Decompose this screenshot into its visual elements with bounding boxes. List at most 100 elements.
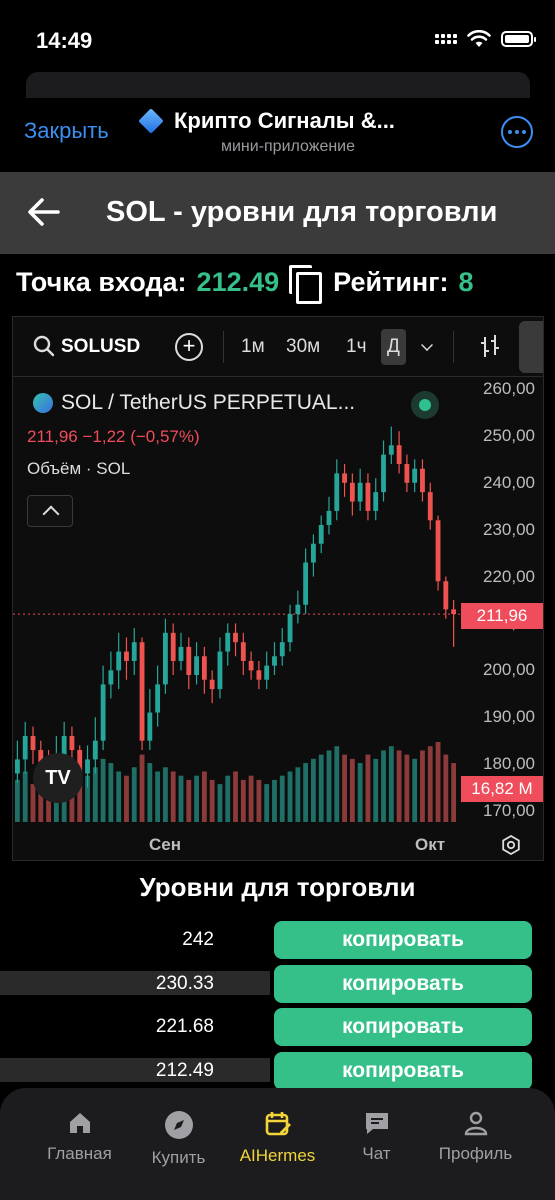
chart-widget[interactable]: SOLUSD + 1м 30м 1ч Д SOL / TetherUS PERP… bbox=[12, 316, 544, 861]
candle-body bbox=[155, 684, 161, 713]
compare-plus-button[interactable]: + bbox=[175, 333, 203, 361]
copy-icon[interactable] bbox=[289, 265, 323, 304]
copy-level-button[interactable]: копировать bbox=[274, 1052, 532, 1090]
chart-settings-icon[interactable] bbox=[501, 835, 521, 855]
close-button[interactable]: Закрыть bbox=[24, 118, 109, 143]
status-time: 14:49 bbox=[36, 28, 93, 53]
volume-bar bbox=[201, 771, 207, 822]
candle-body bbox=[248, 660, 254, 671]
bar-style-icon[interactable] bbox=[479, 333, 501, 361]
battery-icon bbox=[501, 31, 536, 47]
volume-bar bbox=[209, 779, 215, 822]
candle-body bbox=[225, 632, 231, 652]
volume-bar bbox=[256, 779, 262, 822]
chart-toolbar: SOLUSD + 1м 30м 1ч Д bbox=[13, 317, 543, 377]
page-header: SOL - уровни для торговли bbox=[0, 172, 555, 254]
tab-profile[interactable]: Профиль bbox=[420, 1110, 531, 1164]
candle-body bbox=[365, 482, 371, 511]
chevron-down-icon[interactable] bbox=[421, 339, 433, 351]
volume-bar bbox=[342, 754, 347, 822]
back-arrow-icon[interactable] bbox=[26, 194, 62, 230]
more-options-button[interactable] bbox=[501, 116, 533, 148]
tab-buy-label: Купить bbox=[151, 1148, 206, 1167]
volume-bar bbox=[318, 754, 324, 822]
candle-body bbox=[170, 632, 176, 661]
compass-icon bbox=[164, 1111, 193, 1139]
volume-bar bbox=[147, 763, 153, 822]
volume-bar bbox=[116, 771, 122, 822]
entry-value: 212.49 bbox=[196, 266, 280, 297]
toolbar-divider bbox=[453, 331, 454, 363]
collapse-legend-button[interactable] bbox=[27, 495, 73, 527]
volume-bar bbox=[420, 750, 425, 822]
entry-label: Точка входа: bbox=[16, 266, 187, 297]
candle-body bbox=[295, 604, 301, 615]
candle-body bbox=[92, 740, 98, 760]
candle-body bbox=[124, 651, 129, 661]
volume-bar bbox=[233, 771, 238, 822]
interval-1h[interactable]: 1ч bbox=[346, 336, 367, 357]
bottom-tab-bar: Главная Купить AIHermes Чат Профиль bbox=[0, 1088, 555, 1200]
y-tick-label: 180,00 bbox=[483, 754, 535, 774]
copy-level-button[interactable]: копировать bbox=[274, 921, 532, 959]
candle-body bbox=[404, 464, 410, 483]
volume-bar bbox=[22, 771, 28, 822]
mini-app-title: Крипто Сигналы &... bbox=[138, 108, 438, 134]
y-tick-label: 230,00 bbox=[483, 519, 535, 539]
volume-bar bbox=[295, 767, 301, 822]
status-icons bbox=[435, 30, 536, 48]
interval-day[interactable]: Д bbox=[381, 329, 406, 365]
copy-level-button[interactable]: копировать bbox=[274, 965, 532, 1003]
current-price-tag: 211,96 bbox=[461, 603, 543, 629]
candle-body bbox=[396, 445, 402, 465]
candle-body bbox=[303, 562, 309, 605]
copy-level-button[interactable]: копировать bbox=[274, 1008, 532, 1046]
volume-bar bbox=[30, 784, 36, 822]
tab-home[interactable]: Главная bbox=[24, 1110, 135, 1164]
candle-body bbox=[163, 632, 168, 685]
candle-body bbox=[233, 632, 238, 643]
interval-1m[interactable]: 1м bbox=[241, 336, 265, 357]
search-icon[interactable] bbox=[33, 335, 55, 357]
page-title: SOL - уровни для торговли bbox=[106, 196, 498, 228]
candle-body bbox=[194, 656, 199, 676]
volume-bar bbox=[381, 750, 386, 822]
y-tick-label: 200,00 bbox=[483, 660, 535, 680]
candle-body bbox=[451, 609, 457, 615]
candle-body bbox=[69, 735, 75, 751]
volume-bar bbox=[435, 742, 441, 822]
volume-bar bbox=[287, 771, 293, 822]
volume-bar bbox=[217, 784, 223, 822]
tab-buy[interactable]: Купить bbox=[123, 1110, 234, 1168]
volume-bar bbox=[334, 746, 340, 822]
candlestick-style-icon[interactable] bbox=[519, 321, 543, 373]
candle-body bbox=[209, 679, 215, 690]
level-highlight-band bbox=[0, 1058, 270, 1082]
candle-body bbox=[264, 665, 270, 680]
home-icon bbox=[69, 1113, 90, 1133]
candle-body bbox=[388, 445, 394, 455]
mini-app-subtitle: мини-приложение bbox=[220, 138, 356, 155]
interval-30m[interactable]: 30м bbox=[286, 336, 321, 357]
y-tick-label: 240,00 bbox=[483, 472, 535, 492]
candle-body bbox=[22, 735, 28, 760]
tab-aihermes[interactable]: AIHermes bbox=[222, 1110, 333, 1166]
level-highlight-band bbox=[0, 971, 270, 995]
candle-body bbox=[178, 646, 184, 661]
wifi-icon bbox=[467, 30, 491, 47]
tab-home-label: Главная bbox=[47, 1144, 112, 1163]
candle-body bbox=[349, 482, 355, 502]
candle-body bbox=[272, 656, 277, 666]
tab-chat[interactable]: Чат bbox=[321, 1110, 432, 1164]
candle-body bbox=[147, 712, 153, 741]
volume-bar bbox=[131, 767, 137, 822]
price-change-line: 211,96 −1,22 (−0,57%) bbox=[27, 427, 200, 446]
tradingview-logo[interactable]: TV bbox=[33, 753, 83, 803]
entry-rating-row: Точка входа: 212.49 Рейтинг: 8 bbox=[16, 262, 546, 304]
volume-bar bbox=[139, 754, 145, 822]
candle-body bbox=[30, 735, 36, 751]
symbol-selector[interactable]: SOLUSD bbox=[61, 336, 141, 357]
instrument-name: SOL / TetherUS PERPETUAL... bbox=[61, 391, 356, 414]
candle-body bbox=[279, 642, 285, 657]
level-value: 212.49 bbox=[155, 1060, 214, 1081]
